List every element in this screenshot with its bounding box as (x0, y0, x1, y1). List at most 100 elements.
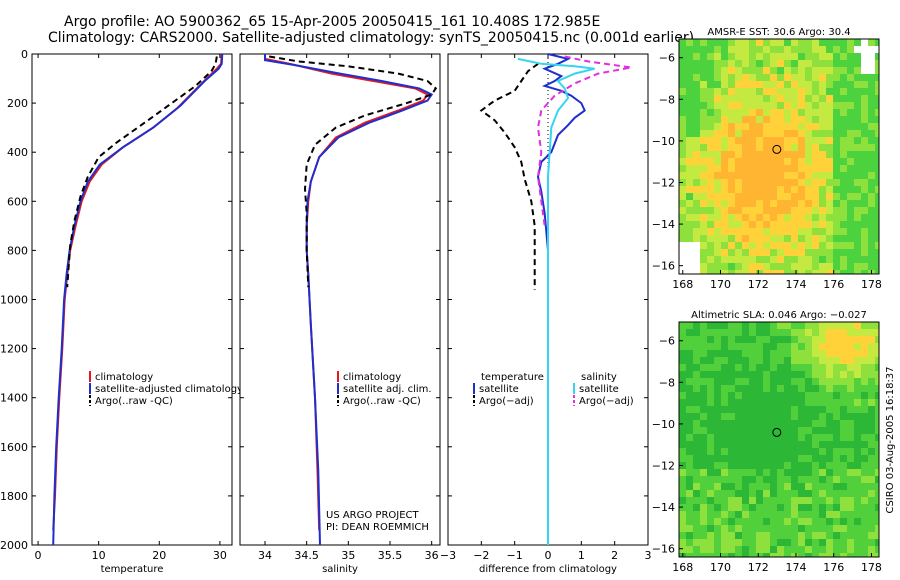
sla_map-cell (854, 455, 862, 463)
sst_map-cell (749, 151, 757, 159)
sst_map-cell (735, 144, 743, 152)
sla_map-cell (791, 532, 799, 540)
sst_map-cell (728, 88, 736, 96)
sla_map-cell (707, 406, 715, 414)
sst_map-cell (833, 186, 841, 194)
sla_map-cell (728, 469, 736, 477)
sla_map-cell (805, 385, 813, 393)
sla_map-cell (812, 553, 820, 557)
sla_map-cell (819, 476, 827, 484)
sla_map-cell (721, 343, 729, 351)
sst_map-cell (707, 53, 715, 61)
sst_map-cell (693, 46, 701, 54)
sla_map-cell (721, 364, 729, 372)
sla_map-cell (847, 406, 855, 414)
sst_map-cell (735, 74, 743, 82)
sla_map-cell (826, 525, 834, 533)
sst_map-cell (826, 137, 834, 145)
sst_map-cell (847, 109, 855, 117)
sla_map-cell (868, 539, 876, 547)
sst_map-cell (749, 263, 757, 271)
sst_map-cell (875, 179, 879, 187)
sst_map-cell (742, 186, 750, 194)
sla_map-cell (819, 385, 827, 393)
sst_map-cell (875, 123, 879, 131)
sla_map-cell (770, 329, 778, 337)
sla_map-cell (875, 350, 879, 358)
sst_map-cell (798, 116, 806, 124)
sst_map-cell (742, 200, 750, 208)
sst_map-cell (749, 242, 757, 250)
sst_map-cell (812, 165, 820, 173)
sst_map-cell (763, 39, 771, 47)
sst_map-cell (756, 158, 764, 166)
sla_map-cell (784, 546, 792, 554)
sst_map-cell (812, 130, 820, 138)
sst_map-cell (833, 53, 841, 61)
sst_map-cell (728, 249, 736, 257)
sst_map-cell (798, 151, 806, 159)
sst_map-cell (861, 81, 869, 89)
sst_map-cell (749, 221, 757, 229)
sst_map-cell (756, 207, 764, 215)
sst_map-cell (826, 46, 834, 54)
sst_map-cell (763, 214, 771, 222)
sla_map-cell (861, 476, 869, 484)
sst_map-cell (686, 165, 694, 173)
sst_map-cell (693, 81, 701, 89)
sla_map-cell (819, 525, 827, 533)
sst_map-cell (833, 200, 841, 208)
sst_map-cell (714, 186, 722, 194)
sst_map-cell (742, 53, 750, 61)
sla_map-cell (707, 364, 715, 372)
sla_map-cell (875, 469, 879, 477)
sla_map-cell (840, 490, 848, 498)
sla_map-cell (777, 357, 785, 365)
sst_map-cell (700, 200, 708, 208)
sla_map-cell (826, 413, 834, 421)
sla_map-cell (868, 448, 876, 456)
sla_map-cell (819, 532, 827, 540)
sst_map-cell (728, 158, 736, 166)
sla_map-cell (833, 385, 841, 393)
sst_map-cell (819, 214, 827, 222)
sst_map-cell (770, 207, 778, 215)
sst_map-cell (854, 235, 862, 243)
sla_map-cell (784, 420, 792, 428)
sst_map-cell (868, 137, 876, 145)
difference-series-temperature-argo-adj- (479, 62, 539, 290)
sst_map-cell (798, 74, 806, 82)
sla_map-cell (861, 378, 869, 386)
sst_map-cell (693, 200, 701, 208)
sst_map-cell (763, 165, 771, 173)
sla_map-cell (791, 455, 799, 463)
sla_map-cell (742, 483, 750, 491)
sst_map-cell (728, 200, 736, 208)
sst_map-cell (686, 88, 694, 96)
depth-tick-label: 1800 (0, 490, 28, 503)
sla_map-cell (679, 378, 687, 386)
sla_map-cell (854, 553, 862, 557)
sst_map-cell (693, 235, 701, 243)
sla_map-cell (833, 546, 841, 554)
sla_map-cell (812, 497, 820, 505)
sla_map-cell (707, 413, 715, 421)
salinity-axes-box (239, 53, 441, 546)
sla_map-cell (770, 469, 778, 477)
sst_map-cell (735, 95, 743, 103)
sla_map-cell (791, 420, 799, 428)
sla_map-cell (861, 399, 869, 407)
sla_map-cell (707, 504, 715, 512)
sst_map-cell (686, 214, 694, 222)
sla_map-cell (840, 539, 848, 547)
sla_map-cell (826, 462, 834, 470)
sst_map-cell (861, 102, 869, 110)
sla_map-cell (784, 413, 792, 421)
sla_map-cell (749, 336, 757, 344)
sla_map-cell (812, 469, 820, 477)
sla_map-cell (714, 336, 722, 344)
sla_map-cell (791, 539, 799, 547)
sst_map-cell (826, 186, 834, 194)
sla_map-cell (854, 483, 862, 491)
sla_map-cell (812, 350, 820, 358)
